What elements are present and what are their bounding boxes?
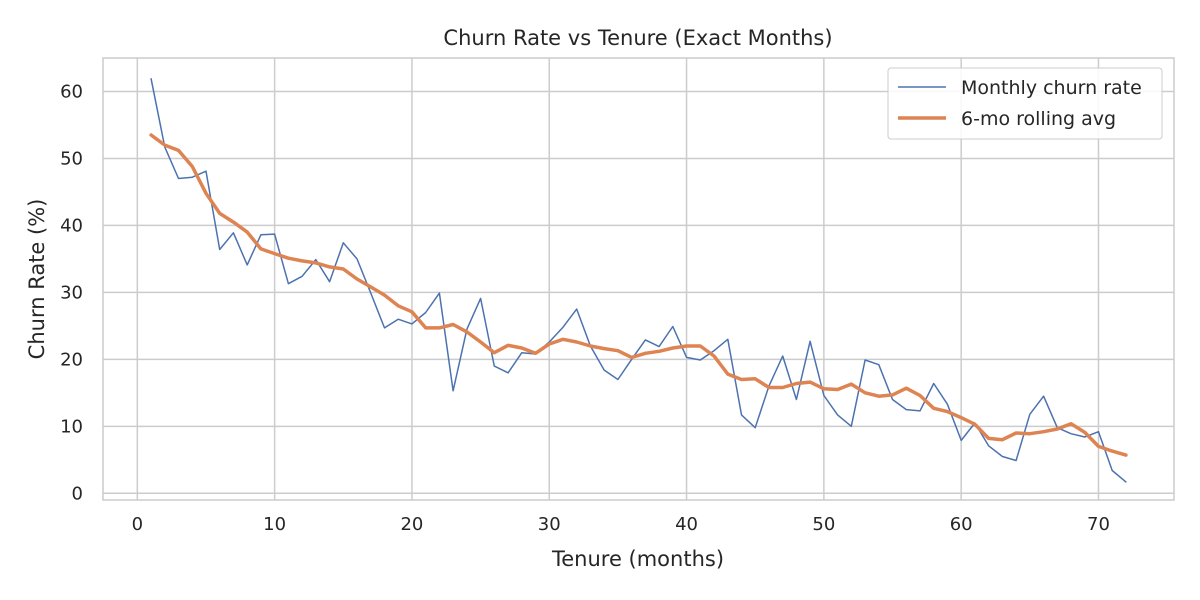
rolling-avg-line [149, 133, 1128, 457]
y-tick-label: 50 [60, 148, 83, 169]
legend-label-rolling: 6-mo rolling avg [961, 108, 1116, 130]
x-tick-label: 0 [132, 514, 143, 535]
x-tick-labels: 0 10 20 30 40 50 60 70 [132, 514, 1110, 535]
x-tick-label: 50 [812, 514, 835, 535]
legend: Monthly churn rate 6-mo rolling avg [887, 67, 1163, 140]
y-axis-title: Churn Rate (%) [25, 199, 49, 360]
x-tick-label: 30 [538, 514, 561, 535]
y-tick-label: 20 [60, 349, 83, 370]
plot-frame [102, 57, 1175, 501]
x-tick-label: 70 [1087, 514, 1110, 535]
x-axis-title: Tenure (months) [551, 547, 724, 571]
x-tick-label: 10 [263, 514, 286, 535]
y-tick-label: 60 [60, 81, 83, 102]
y-tick-label: 30 [60, 282, 83, 303]
legend-frame [887, 67, 1163, 140]
y-tick-labels: 0 10 20 30 40 50 60 [60, 81, 83, 504]
legend-label-monthly: Monthly churn rate [961, 77, 1142, 99]
chart-title: Churn Rate vs Tenure (Exact Months) [443, 26, 832, 50]
series-layer [149, 78, 1128, 483]
x-tick-label: 20 [400, 514, 423, 535]
x-tick-label: 60 [950, 514, 973, 535]
y-tick-label: 0 [72, 483, 83, 504]
y-tick-label: 40 [60, 215, 83, 236]
y-tick-label: 10 [60, 416, 83, 437]
x-tick-label: 40 [675, 514, 698, 535]
